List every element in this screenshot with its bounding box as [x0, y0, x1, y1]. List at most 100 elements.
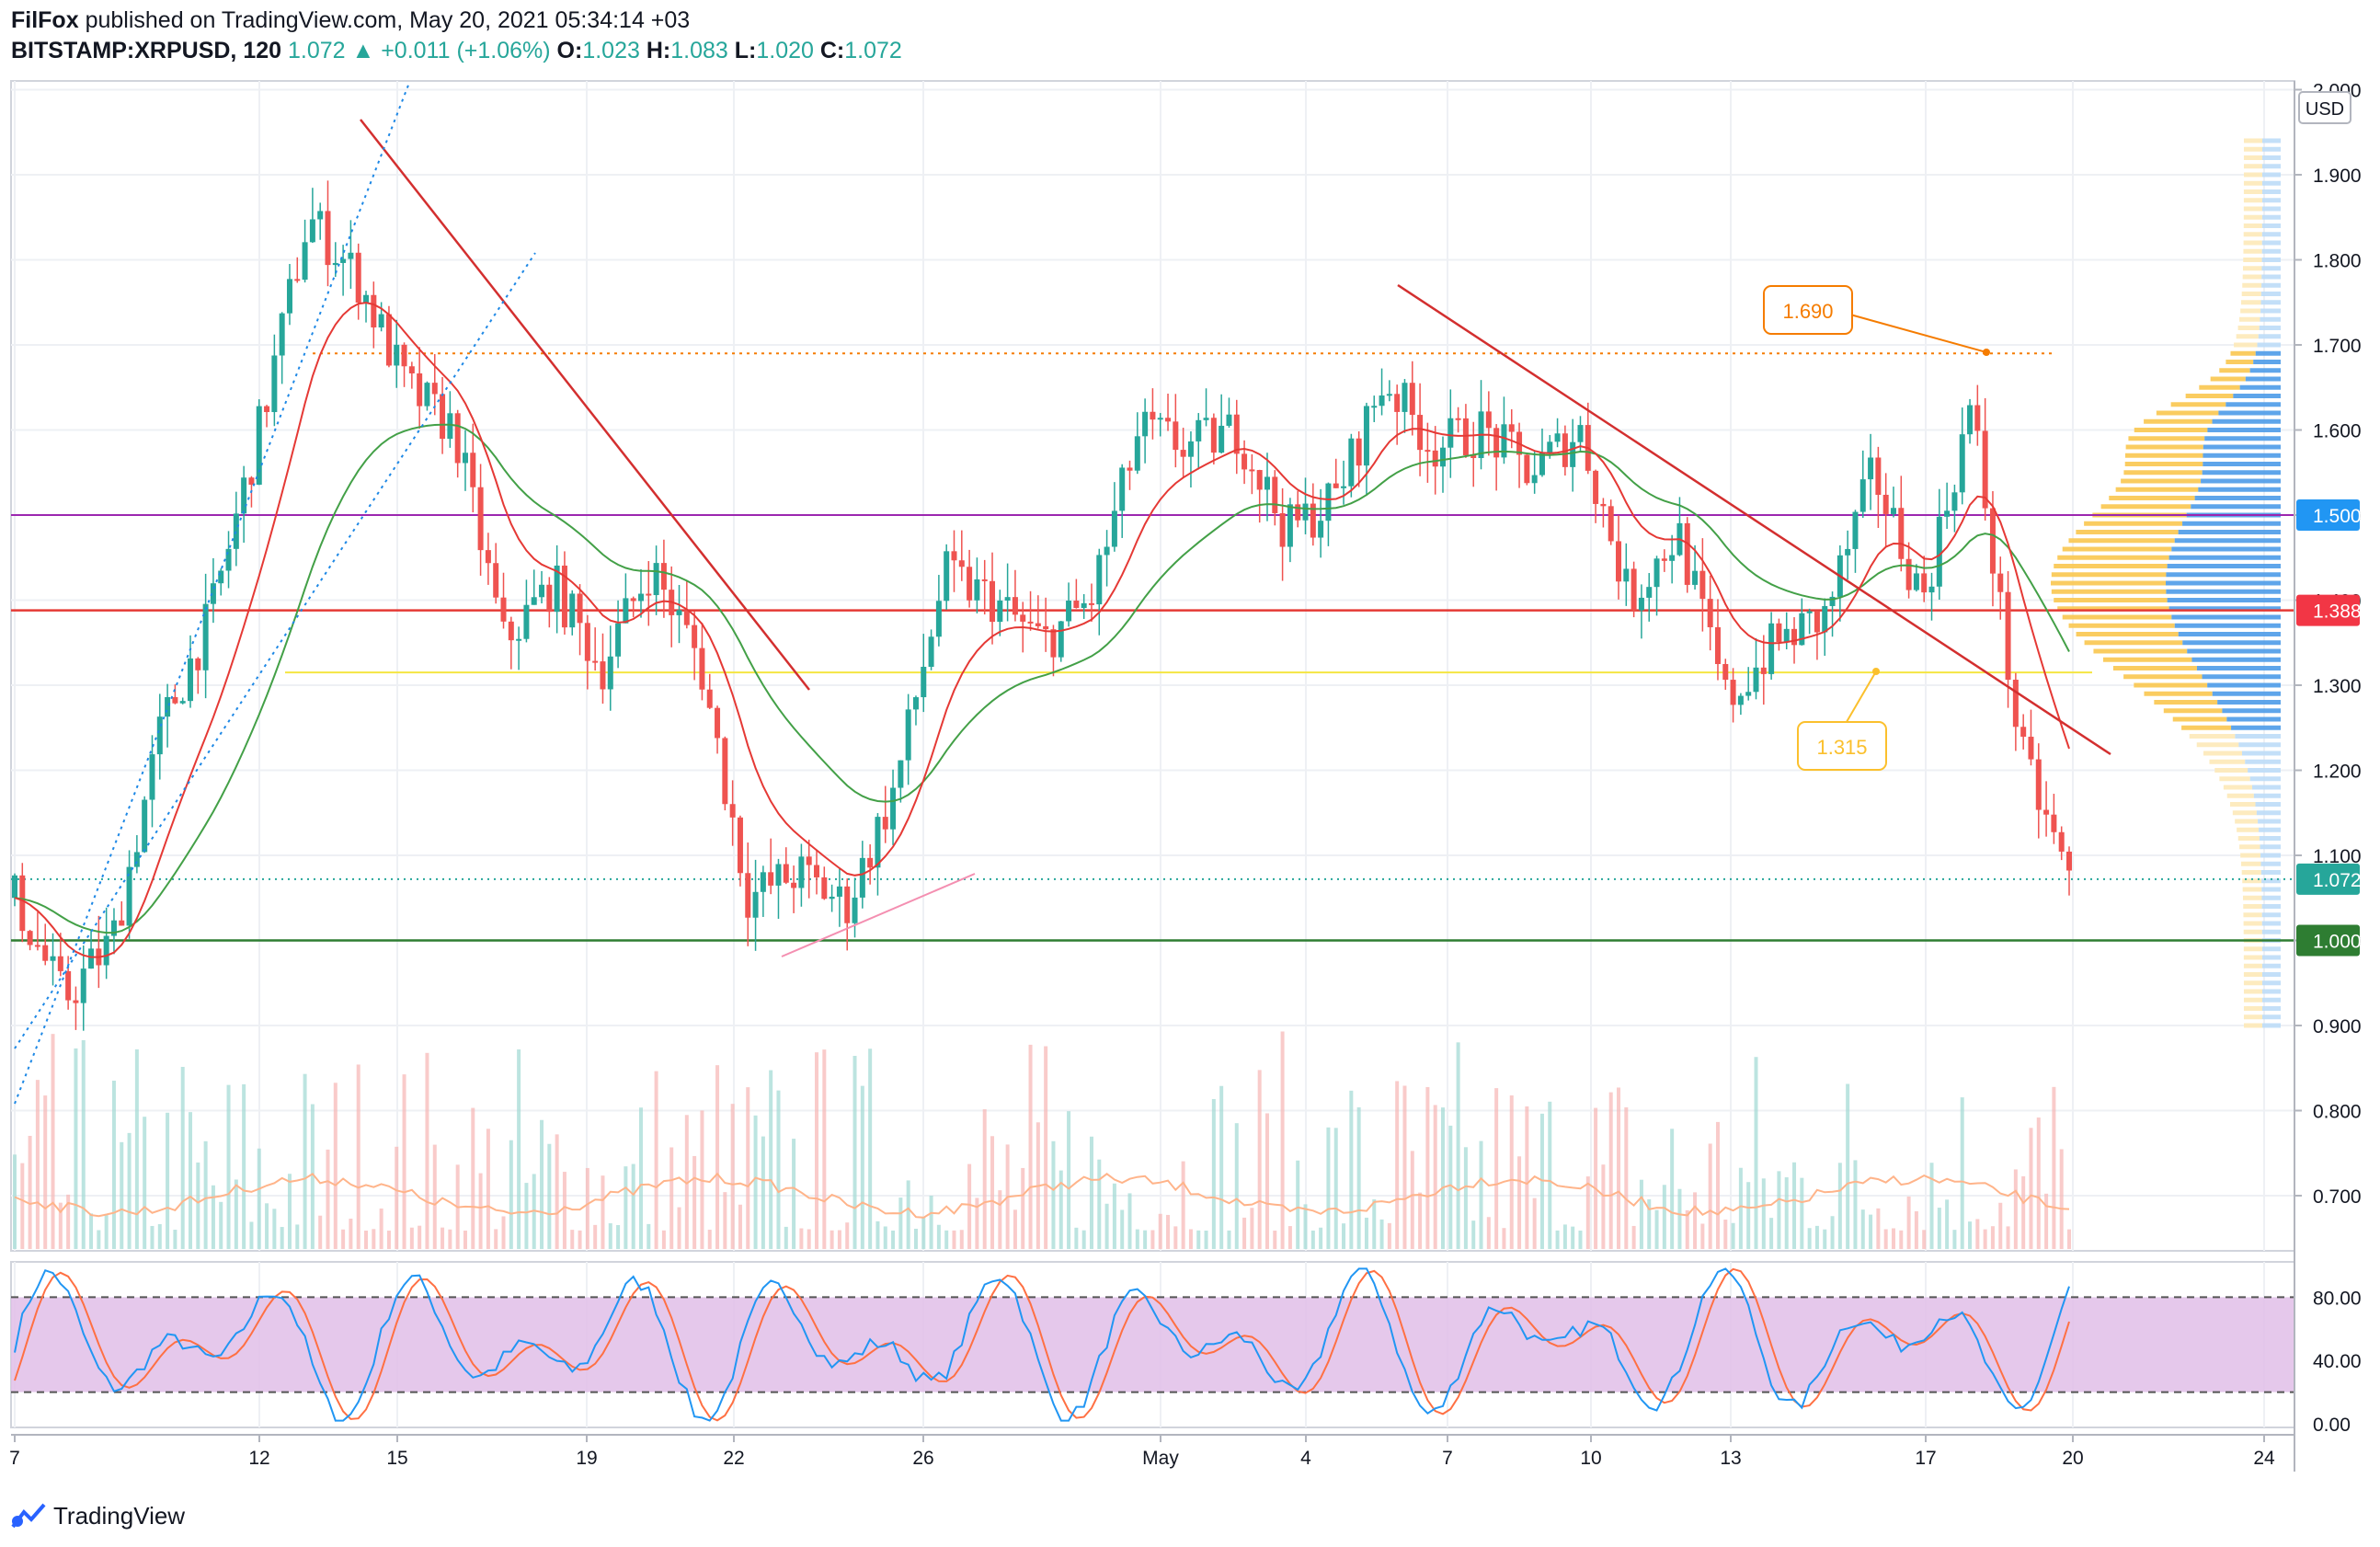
profile-buy-bar	[2261, 955, 2281, 960]
volume-bar	[1983, 1229, 1987, 1249]
profile-sell-bar	[2209, 759, 2246, 764]
volume-bar	[2029, 1128, 2033, 1249]
candle-body	[1997, 573, 2004, 592]
price-annotations[interactable]: 1.690 1.315	[1763, 285, 1990, 771]
candle-body	[65, 970, 72, 1001]
volume-bar	[540, 1119, 544, 1249]
candle-body	[561, 565, 567, 628]
profile-buy-bar	[2260, 292, 2281, 296]
candle-body	[745, 873, 751, 918]
profile-sell-bar	[2243, 172, 2262, 178]
volume-bar	[1800, 1177, 1804, 1249]
profile-buy-bar	[2166, 572, 2281, 578]
profile-sell-bar	[2243, 146, 2262, 152]
profile-buy-bar	[2260, 870, 2281, 875]
volume-bar	[929, 1196, 933, 1249]
candle-body	[905, 709, 911, 761]
volume-bar	[1028, 1044, 1033, 1249]
candle-body	[1020, 614, 1026, 622]
profile-buy-bar	[2182, 521, 2281, 526]
volume-bar	[585, 1167, 589, 1249]
volume-bar	[776, 1090, 781, 1249]
volume-bar	[196, 1162, 200, 1249]
change-arrow-icon: ▲	[351, 38, 375, 63]
volume-bar	[2036, 1117, 2041, 1249]
candle-body	[348, 252, 354, 259]
volume-bar	[1509, 1095, 1514, 1249]
volume-bar	[425, 1052, 429, 1249]
candle-body	[1745, 692, 1752, 696]
price-tick-label: 0.800	[2313, 1102, 2362, 1123]
profile-sell-bar	[2214, 768, 2248, 773]
candle-body	[447, 413, 453, 440]
symbol-label[interactable]: BITSTAMP:XRPUSD, 120	[11, 38, 282, 63]
volume-bar	[143, 1117, 147, 1249]
profile-sell-bar	[2093, 648, 2188, 654]
volume-bar	[707, 1230, 712, 1249]
profile-buy-bar	[2202, 674, 2281, 680]
volume-bar	[1869, 1214, 1873, 1249]
volume-bar	[379, 1208, 383, 1249]
author-name[interactable]: FilFox	[11, 7, 79, 33]
volume-bar	[66, 1194, 71, 1249]
candle-body	[1425, 450, 1431, 453]
profile-sell-bar	[2236, 334, 2259, 339]
candle-body	[699, 647, 705, 690]
profile-buy-bar	[2207, 428, 2281, 432]
profile-buy-bar	[2218, 410, 2281, 416]
volume-bar	[463, 1230, 467, 1249]
volume-bar	[20, 1163, 25, 1249]
candle-body	[1791, 628, 1798, 646]
volume-bar	[1089, 1136, 1093, 1249]
candle-body	[1279, 513, 1286, 547]
volume-bar	[1425, 1086, 1430, 1249]
tradingview-logo-icon[interactable]	[11, 1503, 46, 1529]
candle-body	[692, 625, 698, 648]
candle-body	[2058, 831, 2065, 852]
volume-bar	[1578, 1230, 1583, 1249]
volume-bar	[982, 1109, 987, 1249]
profile-buy-bar	[2226, 402, 2281, 407]
volume-bar	[769, 1070, 773, 1249]
candle-body	[309, 219, 315, 243]
profile-sell-bar	[2242, 878, 2262, 884]
candle-body	[958, 560, 965, 567]
candle-body	[179, 701, 186, 704]
candle-body	[1180, 450, 1186, 457]
candle-body	[1493, 428, 1500, 458]
candle-body	[1012, 597, 1018, 615]
candle-body	[378, 314, 384, 328]
volume-bar	[1853, 1160, 1858, 1249]
volume-bar	[509, 1140, 513, 1249]
trend-lines[interactable]	[14, 82, 2111, 1105]
profile-buy-bar	[2191, 504, 2281, 510]
volume-bar	[418, 1225, 422, 1249]
candle-body	[859, 857, 865, 898]
downtrend-line-2	[1397, 283, 2111, 756]
volume-bar	[127, 1132, 132, 1249]
volume-bar	[616, 1224, 621, 1249]
candle-body	[531, 597, 537, 605]
volume-bar	[1395, 1081, 1400, 1249]
volume-bar	[242, 1083, 246, 1249]
profile-sell-bar	[2219, 776, 2250, 782]
candle-body	[1692, 570, 1699, 585]
price-badge	[2296, 924, 2360, 957]
candle-body	[791, 882, 797, 888]
volume-bar	[1127, 1193, 1132, 1249]
tradingview-brand[interactable]: TradingView	[53, 1501, 186, 1530]
candle-body	[1219, 425, 1225, 453]
candle-body	[1302, 503, 1309, 521]
candle-body	[783, 864, 789, 883]
candle-body	[1524, 454, 1530, 484]
candle-body	[974, 579, 980, 601]
volume-bar	[1044, 1046, 1048, 1249]
candle-body	[1539, 453, 1545, 476]
candle-body	[1921, 573, 1928, 593]
stoch-tick-label: 0.00	[2313, 1415, 2351, 1436]
candle-body	[1341, 486, 1347, 488]
profile-buy-bar	[2255, 802, 2281, 807]
volume-bar	[265, 1203, 269, 1249]
profile-sell-bar	[2242, 274, 2262, 280]
